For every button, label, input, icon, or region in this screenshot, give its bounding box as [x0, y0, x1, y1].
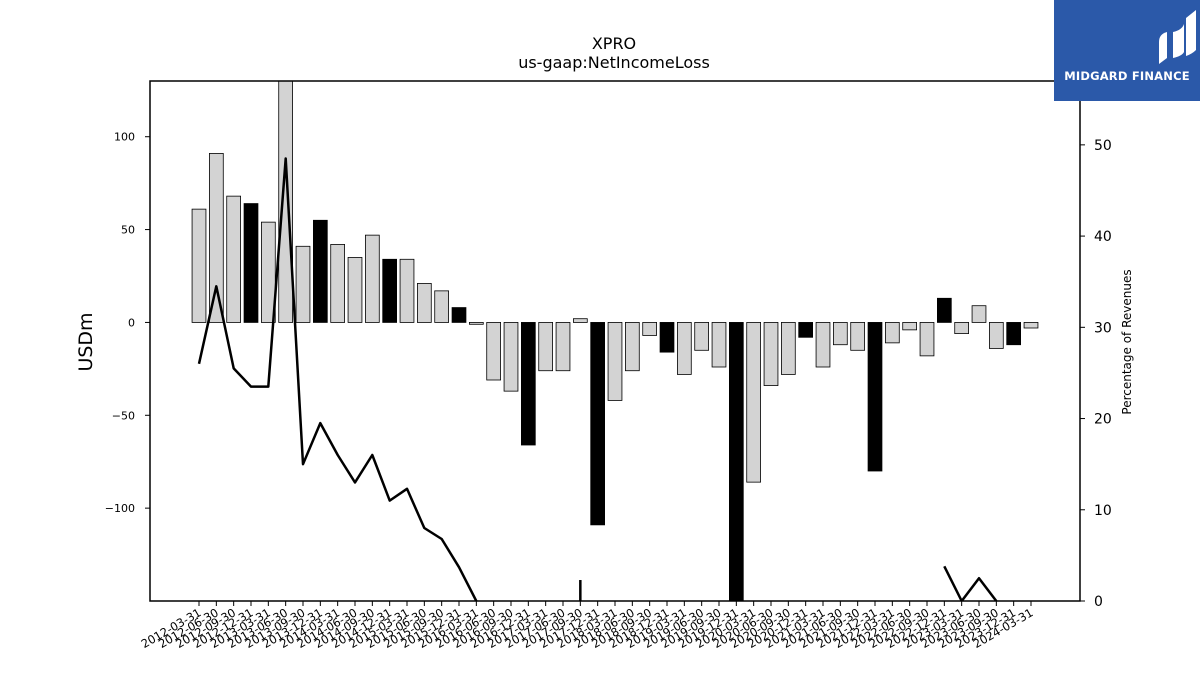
bar-2015-12-31	[451, 307, 467, 323]
bar-2021-06-30	[833, 322, 848, 346]
midgard-m-logo-icon	[1159, 10, 1196, 64]
bar-2023-03-31	[954, 322, 969, 334]
bar-2020-12-31	[798, 322, 813, 338]
bar-2020-09-30	[781, 322, 796, 375]
bar-2017-12-31	[590, 322, 605, 526]
plot-area	[191, 81, 1039, 601]
y2-tick-label-40: 40	[1094, 229, 1112, 245]
y-tick-label-0: 0	[128, 316, 135, 329]
bar-2014-12-31	[382, 258, 398, 323]
bar-2013-03-31	[260, 221, 276, 323]
bar-2018-09-30	[642, 322, 657, 336]
bar-2013-06-30	[278, 81, 294, 323]
bar-2019-09-30	[711, 322, 727, 368]
bar-2015-03-31	[399, 258, 415, 323]
bar-2018-03-31	[607, 322, 623, 401]
y-tick-label-100: 100	[114, 131, 135, 144]
bar-2023-12-31	[1006, 322, 1021, 346]
bar-2016-06-30	[486, 322, 502, 381]
chart-subtitle: us-gaap:NetIncomeLoss	[518, 53, 710, 72]
y2-tick-label-30: 30	[1094, 320, 1112, 336]
y2-tick-label-50: 50	[1094, 138, 1112, 154]
chart-title: XPRO	[592, 34, 636, 53]
bar-2014-03-31	[330, 244, 346, 323]
bar-2019-06-30	[694, 322, 709, 351]
bar-2019-12-31	[729, 322, 744, 601]
bar-2022-06-30	[902, 322, 917, 331]
bar-2012-03-31	[191, 208, 207, 323]
y2-tick-label-10: 10	[1094, 503, 1112, 519]
pct-revenue-line-0	[197, 157, 478, 601]
bar-2018-12-31	[659, 322, 675, 353]
bar-2022-12-31	[937, 297, 952, 323]
y-tick-label--100: −100	[105, 502, 135, 515]
bar-2023-06-30	[971, 305, 987, 323]
y2-tick-label-0: 0	[1094, 594, 1103, 610]
bar-2019-03-31	[677, 322, 692, 375]
bar-2013-12-31	[312, 219, 328, 323]
bar-2016-09-30	[503, 322, 519, 392]
bar-2015-09-30	[434, 290, 450, 323]
bar-2017-06-30	[555, 322, 571, 372]
bar-2022-09-30	[919, 322, 935, 357]
y-axis-label: USDm	[75, 312, 97, 371]
bar-2012-12-31	[243, 203, 259, 323]
bar-2014-06-30	[347, 257, 363, 323]
bar-2017-09-30	[573, 318, 588, 323]
bar-2015-06-30	[416, 283, 432, 323]
bar-2022-03-31	[885, 322, 900, 344]
bar-2012-09-30	[226, 195, 241, 323]
logo-text: MIDGARD FINANCE	[1064, 69, 1190, 83]
bar-2023-09-30	[989, 322, 1004, 349]
bar-2021-03-31	[815, 322, 831, 368]
bar-2020-06-30	[763, 322, 779, 386]
pct-revenue-line-1	[943, 565, 998, 601]
bar-2013-09-30	[295, 245, 311, 323]
bar-2021-09-30	[850, 322, 865, 351]
bar-2020-03-31	[746, 322, 761, 483]
bar-2017-03-31	[538, 322, 553, 372]
bar-2014-09-30	[364, 234, 380, 323]
y-tick-label-50: 50	[121, 224, 135, 237]
midgard-finance-logo: MIDGARD FINANCE	[1054, 0, 1200, 101]
bar-2016-03-31	[468, 322, 484, 325]
bar-2018-06-30	[625, 322, 640, 372]
bar-2016-12-31	[521, 322, 536, 446]
y2-axis-label: Percentage of Revenues	[1120, 269, 1134, 414]
bar-2012-06-30	[208, 153, 224, 323]
y-tick-label--50: −50	[112, 409, 135, 422]
bar-2024-03-31	[1023, 322, 1039, 329]
bar-2021-12-31	[867, 322, 883, 472]
y2-tick-label-20: 20	[1094, 412, 1112, 428]
